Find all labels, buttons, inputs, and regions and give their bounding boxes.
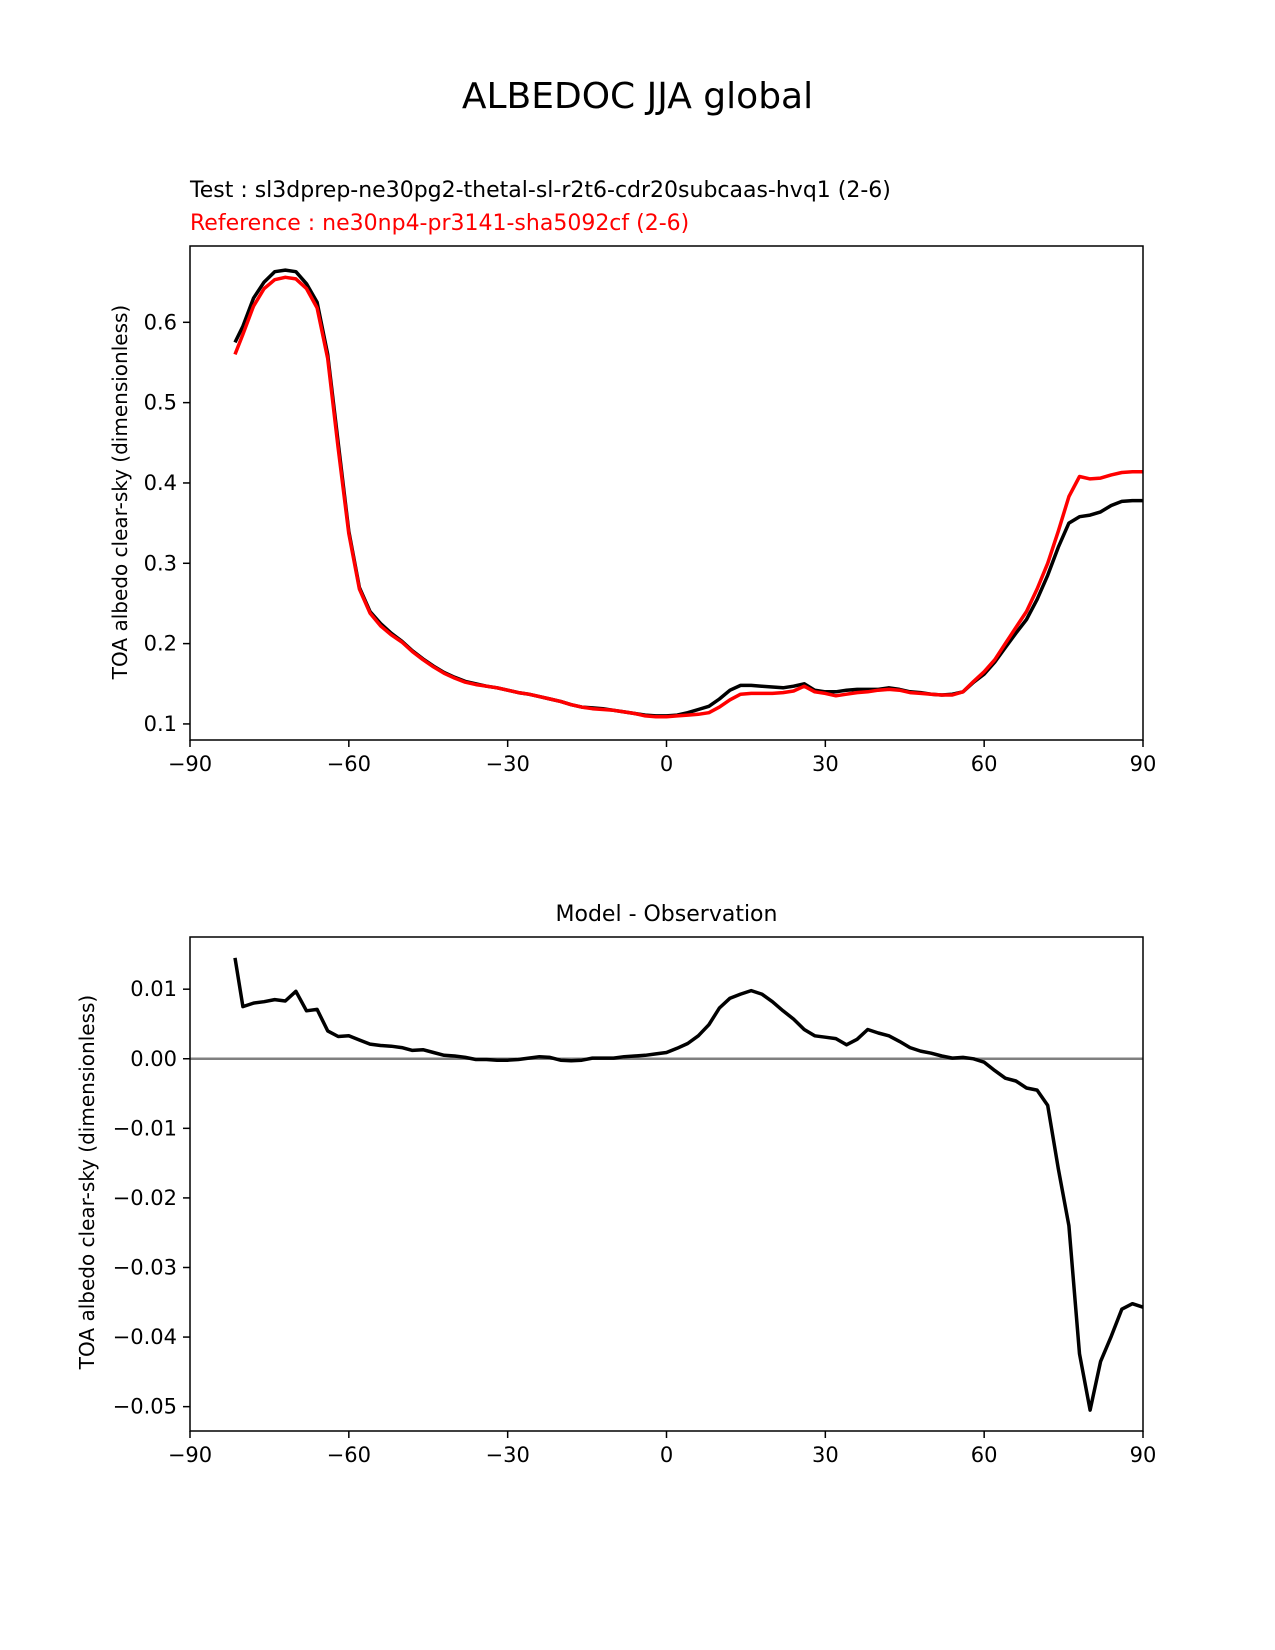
top-test-line — [233, 268, 1143, 718]
bottom-x-tick-label: 30 — [812, 1443, 839, 1467]
bottom-plot-area: −90 −60 −30 0 30 60 90 0.01 0.00 −0.01 −0.02 −0.03 −… — [113, 957, 1157, 1467]
bottom-x-tick-label: −90 — [168, 1443, 212, 1467]
bottom-x-tick-label: 90 — [1130, 1443, 1157, 1467]
top-x-tick-label: −90 — [168, 752, 212, 776]
bottom-axes-frame — [189, 936, 1144, 1432]
top-x-tick-label: 60 — [971, 752, 998, 776]
top-x-tick-label: 0 — [660, 752, 673, 776]
top-axes-frame — [189, 245, 1144, 741]
bottom-y-axis-label: TOA albedo clear-sky (dimensionless) — [75, 995, 99, 1370]
bottom-x-tick-label: 60 — [971, 1443, 998, 1467]
top-y-tick-label: 0.1 — [144, 712, 177, 736]
top-y-tick-label: 0.6 — [144, 310, 177, 334]
bottom-x-tick-label: 0 — [660, 1443, 673, 1467]
bottom-difference-line — [233, 957, 1144, 1412]
top-x-tick-label: 30 — [812, 752, 839, 776]
top-x-tick-label: −30 — [486, 752, 530, 776]
bottom-x-tick-label: −60 — [327, 1443, 371, 1467]
figure-title: ALBEDOC JJA global — [462, 76, 813, 117]
top-y-axis-label: TOA albedo clear-sky (dimensionless) — [108, 305, 132, 680]
top-x-tick-label: 90 — [1130, 752, 1157, 776]
bottom-y-tick-label: −0.03 — [113, 1255, 177, 1279]
reference-label: Reference : ne30np4-pr3141-sha5092cf (2-… — [190, 211, 689, 236]
top-y-tick-label: 0.5 — [144, 391, 177, 415]
top-y-tick-label: 0.2 — [144, 632, 177, 656]
top-x-tick-label: −60 — [327, 752, 371, 776]
bottom-y-tick-label: −0.01 — [113, 1116, 177, 1140]
bottom-y-tick-label: −0.02 — [113, 1186, 177, 1210]
bottom-x-tick-label: −30 — [486, 1443, 530, 1467]
top-y-tick-label: 0.4 — [144, 471, 177, 495]
bottom-y-tick-label: −0.05 — [113, 1395, 177, 1419]
bottom-y-tick-label: −0.04 — [113, 1325, 177, 1349]
top-reference-line — [233, 275, 1143, 719]
bottom-y-tick-label: 0.01 — [130, 977, 177, 1001]
test-label: Test : sl3dprep-ne30pg2-thetal-sl-r2t6-c… — [189, 178, 891, 203]
top-plot-area: −90 −60 −30 0 30 60 90 0.1 0.2 0.3 0.4 0.5 0.6 — [144, 268, 1157, 776]
top-y-tick-label: 0.3 — [144, 551, 177, 575]
bottom-y-tick-label: 0.00 — [130, 1047, 177, 1071]
bottom-chart-title: Model - Observation — [556, 902, 778, 927]
